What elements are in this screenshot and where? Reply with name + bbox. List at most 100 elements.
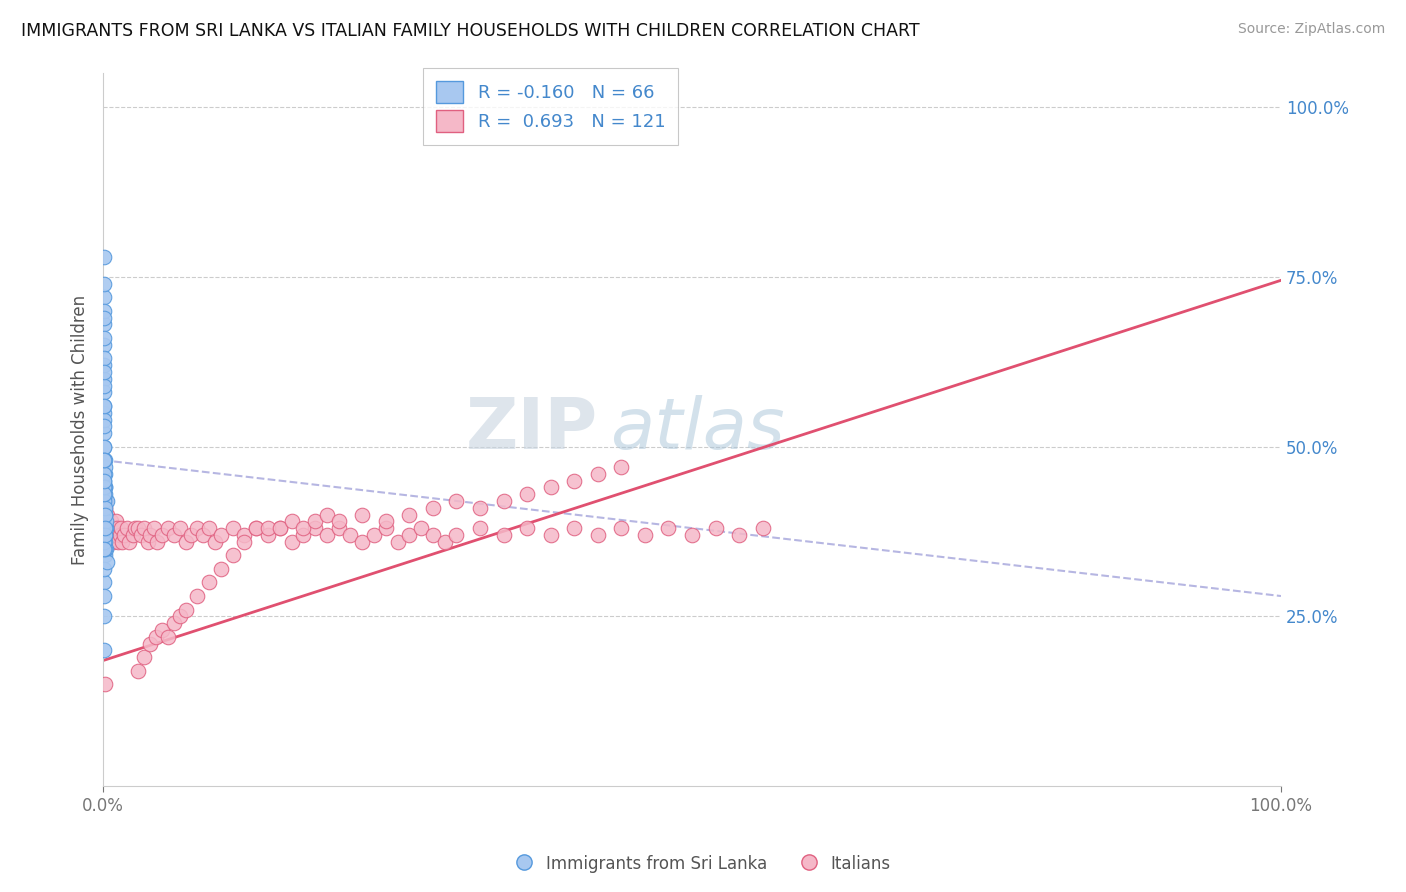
Text: atlas: atlas bbox=[610, 395, 785, 464]
Point bbox=[93, 589, 115, 603]
Point bbox=[94, 541, 117, 556]
Point bbox=[245, 521, 267, 535]
Point bbox=[156, 630, 179, 644]
Point bbox=[107, 534, 129, 549]
Point bbox=[446, 494, 468, 508]
Point bbox=[446, 528, 468, 542]
Point bbox=[110, 521, 132, 535]
Point bbox=[93, 521, 115, 535]
Point bbox=[145, 630, 167, 644]
Point bbox=[193, 528, 215, 542]
Point bbox=[398, 508, 420, 522]
Point bbox=[704, 521, 727, 535]
Point bbox=[93, 487, 115, 501]
Point bbox=[94, 528, 117, 542]
Point bbox=[374, 514, 396, 528]
Point bbox=[304, 521, 326, 535]
Point bbox=[142, 521, 165, 535]
Point bbox=[586, 467, 609, 481]
Point bbox=[94, 508, 117, 522]
Point bbox=[93, 474, 115, 488]
Point bbox=[93, 508, 115, 522]
Point bbox=[93, 534, 115, 549]
Point bbox=[96, 494, 118, 508]
Point bbox=[136, 534, 159, 549]
Point bbox=[169, 521, 191, 535]
Point bbox=[93, 277, 115, 291]
Text: Source: ZipAtlas.com: Source: ZipAtlas.com bbox=[1237, 22, 1385, 37]
Point bbox=[115, 521, 138, 535]
Point bbox=[387, 534, 409, 549]
Point bbox=[728, 528, 751, 542]
Point bbox=[93, 609, 115, 624]
Point bbox=[94, 467, 117, 481]
Point bbox=[562, 521, 585, 535]
Point bbox=[221, 521, 243, 535]
Point bbox=[198, 521, 221, 535]
Point bbox=[93, 290, 115, 304]
Point bbox=[94, 508, 117, 522]
Point bbox=[103, 521, 125, 535]
Point bbox=[93, 406, 115, 420]
Point bbox=[139, 636, 162, 650]
Point bbox=[292, 521, 315, 535]
Point bbox=[163, 528, 186, 542]
Point bbox=[94, 534, 117, 549]
Point bbox=[94, 480, 117, 494]
Point bbox=[540, 528, 562, 542]
Point bbox=[129, 528, 152, 542]
Point bbox=[174, 602, 197, 616]
Point bbox=[146, 534, 169, 549]
Point bbox=[94, 521, 117, 535]
Point bbox=[492, 494, 515, 508]
Point bbox=[101, 534, 124, 549]
Point bbox=[105, 514, 128, 528]
Point bbox=[233, 534, 256, 549]
Point bbox=[245, 521, 267, 535]
Point bbox=[93, 399, 115, 413]
Point bbox=[93, 549, 115, 563]
Point bbox=[233, 528, 256, 542]
Y-axis label: Family Households with Children: Family Households with Children bbox=[72, 294, 89, 565]
Point bbox=[93, 480, 115, 494]
Point bbox=[280, 514, 302, 528]
Point bbox=[93, 494, 115, 508]
Point bbox=[292, 528, 315, 542]
Point bbox=[257, 528, 280, 542]
Point bbox=[134, 650, 156, 665]
Legend: R = -0.160   N = 66, R =  0.693   N = 121: R = -0.160 N = 66, R = 0.693 N = 121 bbox=[423, 68, 678, 145]
Point bbox=[363, 528, 385, 542]
Legend: Immigrants from Sri Lanka, Italians: Immigrants from Sri Lanka, Italians bbox=[509, 848, 897, 880]
Point bbox=[111, 534, 134, 549]
Point bbox=[610, 521, 633, 535]
Point bbox=[108, 528, 131, 542]
Point bbox=[93, 365, 115, 379]
Point bbox=[94, 541, 117, 556]
Point bbox=[94, 521, 117, 535]
Point bbox=[93, 453, 115, 467]
Point bbox=[681, 528, 703, 542]
Point bbox=[94, 500, 117, 515]
Point bbox=[93, 474, 115, 488]
Point bbox=[610, 460, 633, 475]
Point bbox=[93, 521, 115, 535]
Point bbox=[93, 358, 115, 372]
Point bbox=[186, 521, 208, 535]
Point bbox=[96, 528, 118, 542]
Point bbox=[163, 616, 186, 631]
Point bbox=[98, 521, 121, 535]
Point bbox=[93, 494, 115, 508]
Point bbox=[174, 534, 197, 549]
Point bbox=[93, 453, 115, 467]
Point bbox=[93, 514, 115, 528]
Point bbox=[257, 521, 280, 535]
Point bbox=[98, 528, 121, 542]
Point bbox=[169, 609, 191, 624]
Point bbox=[398, 528, 420, 542]
Point bbox=[468, 500, 491, 515]
Point bbox=[124, 521, 146, 535]
Point bbox=[93, 508, 115, 522]
Point bbox=[94, 514, 117, 528]
Point bbox=[316, 528, 339, 542]
Point bbox=[94, 500, 117, 515]
